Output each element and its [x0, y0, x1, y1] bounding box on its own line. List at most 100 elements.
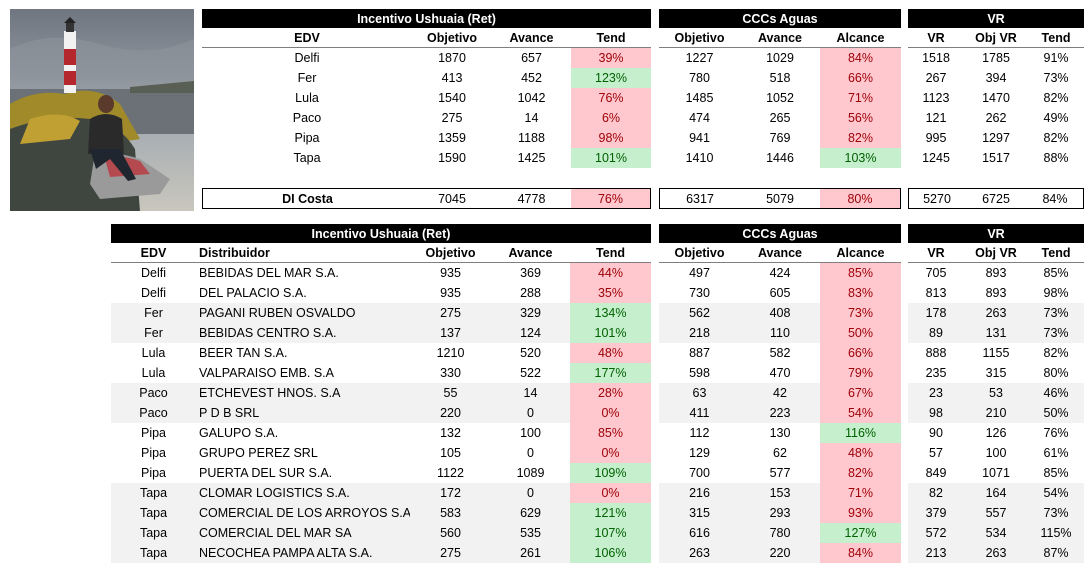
- tend-cell: 76%: [571, 88, 652, 108]
- obj-vr-cell: 1297: [982, 131, 1010, 145]
- table-row: 98 210 50%: [908, 403, 1085, 423]
- obj-vr-cell: 263: [964, 303, 1028, 323]
- edv-cell: Tapa: [111, 523, 196, 543]
- total-ccc-avance: 5079: [766, 191, 794, 206]
- ccc-objetivo-cell: 411: [659, 403, 740, 423]
- alcance-cell: 103%: [820, 148, 902, 168]
- vr-cell: 849: [925, 466, 947, 480]
- table-row: 888 1155 82%: [908, 343, 1084, 363]
- alcance-cell: 73%: [820, 303, 902, 323]
- distribuidor-cell: COMERCIAL DE LOS ARROYOS S.A.: [196, 503, 410, 523]
- avance-cell: 1089: [516, 466, 545, 480]
- avance-cell: 14: [524, 111, 539, 125]
- distribuidor-cell: ETCHEVEST HNOS. S.A: [196, 383, 410, 403]
- edv-cell: Pipa: [140, 446, 167, 460]
- objetivo-cell: 935: [440, 266, 461, 280]
- distribuidor-cell: BEBIDAS DEL MAR S.A.: [199, 266, 339, 280]
- vr-tend-cell: 61%: [1043, 446, 1069, 460]
- tend-cell: 0%: [570, 443, 651, 463]
- objetivo-cell: 132: [440, 426, 461, 440]
- edv-cell: Paco: [292, 111, 322, 125]
- ccc-objetivo-cell: 218: [659, 323, 740, 343]
- col-tend: Tend: [571, 28, 652, 48]
- avance-cell: 14: [491, 383, 570, 403]
- ccc-objetivo-cell: 112: [689, 426, 710, 440]
- table-row: 780 518 66%: [659, 68, 902, 88]
- objetivo-cell: 137: [410, 323, 491, 343]
- ccc-objetivo-cell: 63: [659, 383, 740, 403]
- table-row: 63 42 67%: [659, 383, 902, 403]
- obj-vr-cell: 53: [964, 383, 1028, 403]
- table-row: 315 293 93%: [659, 503, 902, 523]
- ccc-objetivo-cell: 887: [689, 346, 710, 360]
- table-row: Tapa 1590 1425 101%: [202, 148, 652, 168]
- vr-cell: 572: [908, 523, 964, 543]
- alcance-cell: 84%: [820, 47, 902, 68]
- table-row: 474 265 56%: [659, 108, 902, 128]
- ccc-objetivo-cell: 315: [659, 503, 740, 523]
- vr-tend-cell: 50%: [1028, 403, 1085, 423]
- col-edv: EDV: [111, 243, 196, 263]
- tend-cell: 101%: [570, 323, 651, 343]
- table-row: Lula VALPARAISO EMB. S.A 330 522 177%: [111, 363, 651, 383]
- tend-cell: 134%: [570, 303, 651, 323]
- tend-cell: 123%: [571, 68, 652, 88]
- col-vr-tend: Tend: [1028, 243, 1085, 263]
- alcance-cell: 66%: [820, 343, 902, 363]
- table-row: 705 893 85%: [908, 263, 1084, 284]
- col-obj-vr: Obj VR: [964, 28, 1028, 48]
- tend-cell: 6%: [571, 108, 652, 128]
- avance-cell: 100: [520, 426, 541, 440]
- ccc-avance-cell: 577: [769, 466, 791, 480]
- objetivo-cell: 105: [440, 446, 461, 460]
- avance-cell: 1425: [517, 151, 546, 165]
- tend-cell: 28%: [570, 383, 651, 403]
- alcance-cell: 83%: [820, 283, 902, 303]
- distribuidor-cell: COMERCIAL DEL MAR SA: [196, 523, 410, 543]
- avance-cell: 535: [491, 523, 570, 543]
- table-row: 89 131 73%: [908, 323, 1085, 343]
- objetivo-cell: 275: [410, 303, 491, 323]
- obj-vr-cell: 534: [964, 523, 1028, 543]
- ccc-objetivo-cell: 780: [689, 71, 710, 85]
- vr-cell: 235: [925, 366, 947, 380]
- ccc-avance-cell: 780: [740, 523, 820, 543]
- ccc-avance-cell: 153: [740, 483, 820, 503]
- ccc-avance-cell: 62: [773, 446, 787, 460]
- objetivo-cell: 275: [441, 111, 463, 125]
- ccc-avance-cell: 424: [769, 266, 791, 280]
- tend-cell: 48%: [570, 343, 651, 363]
- edv-cell: Lula: [141, 346, 166, 360]
- edv-cell: Fer: [297, 71, 317, 85]
- table-row: 995 1297 82%: [908, 128, 1084, 148]
- table-row: Paco 275 14 6%: [202, 108, 652, 128]
- table-row: Tapa NECOCHEA PAMPA ALTA S.A. 275 261 106%: [111, 543, 651, 563]
- table-row: 1410 1446 103%: [659, 148, 902, 168]
- alcance-cell: 127%: [820, 523, 902, 543]
- alcance-cell: 71%: [820, 483, 902, 503]
- alcance-cell: 67%: [820, 383, 902, 403]
- distribuidor-cell: PAGANI RUBEN OSVALDO: [196, 303, 410, 323]
- vr-tend-cell: 115%: [1028, 523, 1085, 543]
- alcance-cell: 56%: [820, 108, 902, 128]
- total-avance: 4778: [517, 191, 546, 206]
- total-obj-vr: 6725: [982, 191, 1010, 206]
- tend-cell: 44%: [570, 262, 651, 283]
- edv-cell: Paco: [111, 403, 196, 423]
- vr-cell: 1245: [922, 151, 950, 165]
- vr-cell: 98: [908, 403, 964, 423]
- vr-cell: 995: [925, 131, 947, 145]
- vr-cell: 267: [925, 71, 947, 85]
- distribuidor-cell: DEL PALACIO S.A.: [199, 286, 307, 300]
- ccc-avance-cell: 223: [740, 403, 820, 423]
- table-row: 887 582 66%: [659, 343, 902, 363]
- alcance-cell: 50%: [820, 323, 902, 343]
- top-ccc-table: CCCs Aguas Objetivo Avance Alcance 1227 1…: [659, 9, 902, 168]
- ccc-objetivo-cell: 1410: [685, 151, 714, 165]
- tend-cell: 0%: [570, 403, 651, 423]
- total-row-ret: DI Costa 7045 4778 76%: [202, 188, 651, 209]
- ccc-avance-cell: 293: [740, 503, 820, 523]
- total-ccc-objetivo: 6317: [686, 191, 714, 206]
- ccc-avance-cell: 769: [769, 131, 791, 145]
- ccc-objetivo-cell: 129: [689, 446, 710, 460]
